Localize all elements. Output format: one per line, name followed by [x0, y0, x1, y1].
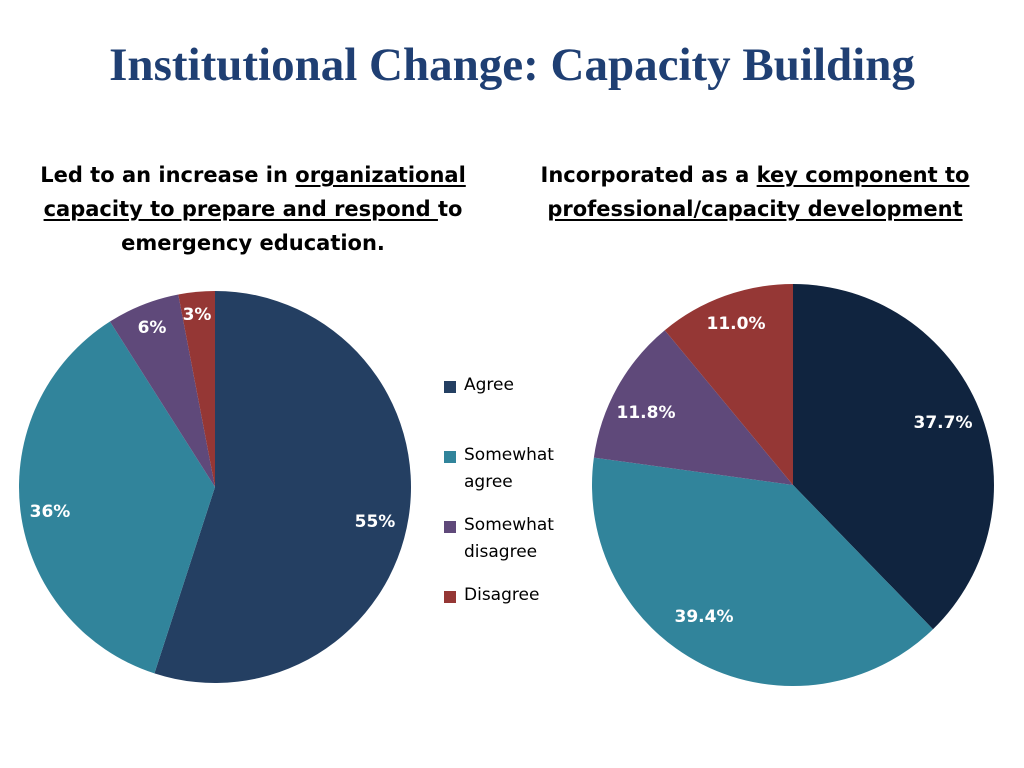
- legend-swatch: [444, 451, 456, 463]
- legend-swatch: [444, 381, 456, 393]
- pie1-data-label: 3%: [183, 305, 212, 325]
- pie1-slice-somewhat-agree: [18, 321, 216, 674]
- chart2-title: Incorporated as a key component to profe…: [520, 158, 990, 226]
- chart1-title-part: to emergency education.: [121, 197, 463, 255]
- pie1-slice-agree: [154, 291, 411, 683]
- pie1-slice-somewhat-disagree: [109, 294, 215, 487]
- slide-title: Institutional Change: Capacity Building: [109, 39, 915, 91]
- legend-label: Agree: [464, 375, 514, 395]
- pie2-slice-disagree: [664, 284, 793, 485]
- pie2-data-label: 11.8%: [617, 403, 676, 423]
- pie2-data-label: 37.7%: [914, 413, 973, 433]
- chart1-title-part: Led to an increase in: [40, 163, 296, 187]
- legend-swatch: [444, 591, 456, 603]
- pie2-slice-somewhat-disagree: [593, 330, 793, 485]
- pie1-slice-disagree: [178, 291, 215, 487]
- pie2-slice-somewhat-agree: [592, 457, 933, 686]
- pie1-data-label: 6%: [138, 318, 167, 338]
- pie1-data-label: 36%: [30, 502, 71, 522]
- pie1-data-label: 55%: [355, 512, 396, 532]
- chart2-title-part: key component to professional/capacity d…: [547, 163, 970, 221]
- legend-label: Disagree: [464, 585, 540, 605]
- legend-swatch: [444, 521, 456, 533]
- pie2-slice-agree: [793, 284, 995, 630]
- chart1-title: Led to an increase in organizational cap…: [20, 158, 486, 260]
- legend-label: Somewhat agree: [464, 445, 554, 492]
- chart2-title-part: Incorporated as a: [540, 163, 757, 187]
- pie2-data-label: 11.0%: [707, 314, 766, 334]
- legend-label: Somewhat disagree: [464, 515, 554, 562]
- chart1-title-part: organizational capacity to prepare and r…: [43, 163, 466, 221]
- pie2-data-label: 39.4%: [675, 607, 734, 627]
